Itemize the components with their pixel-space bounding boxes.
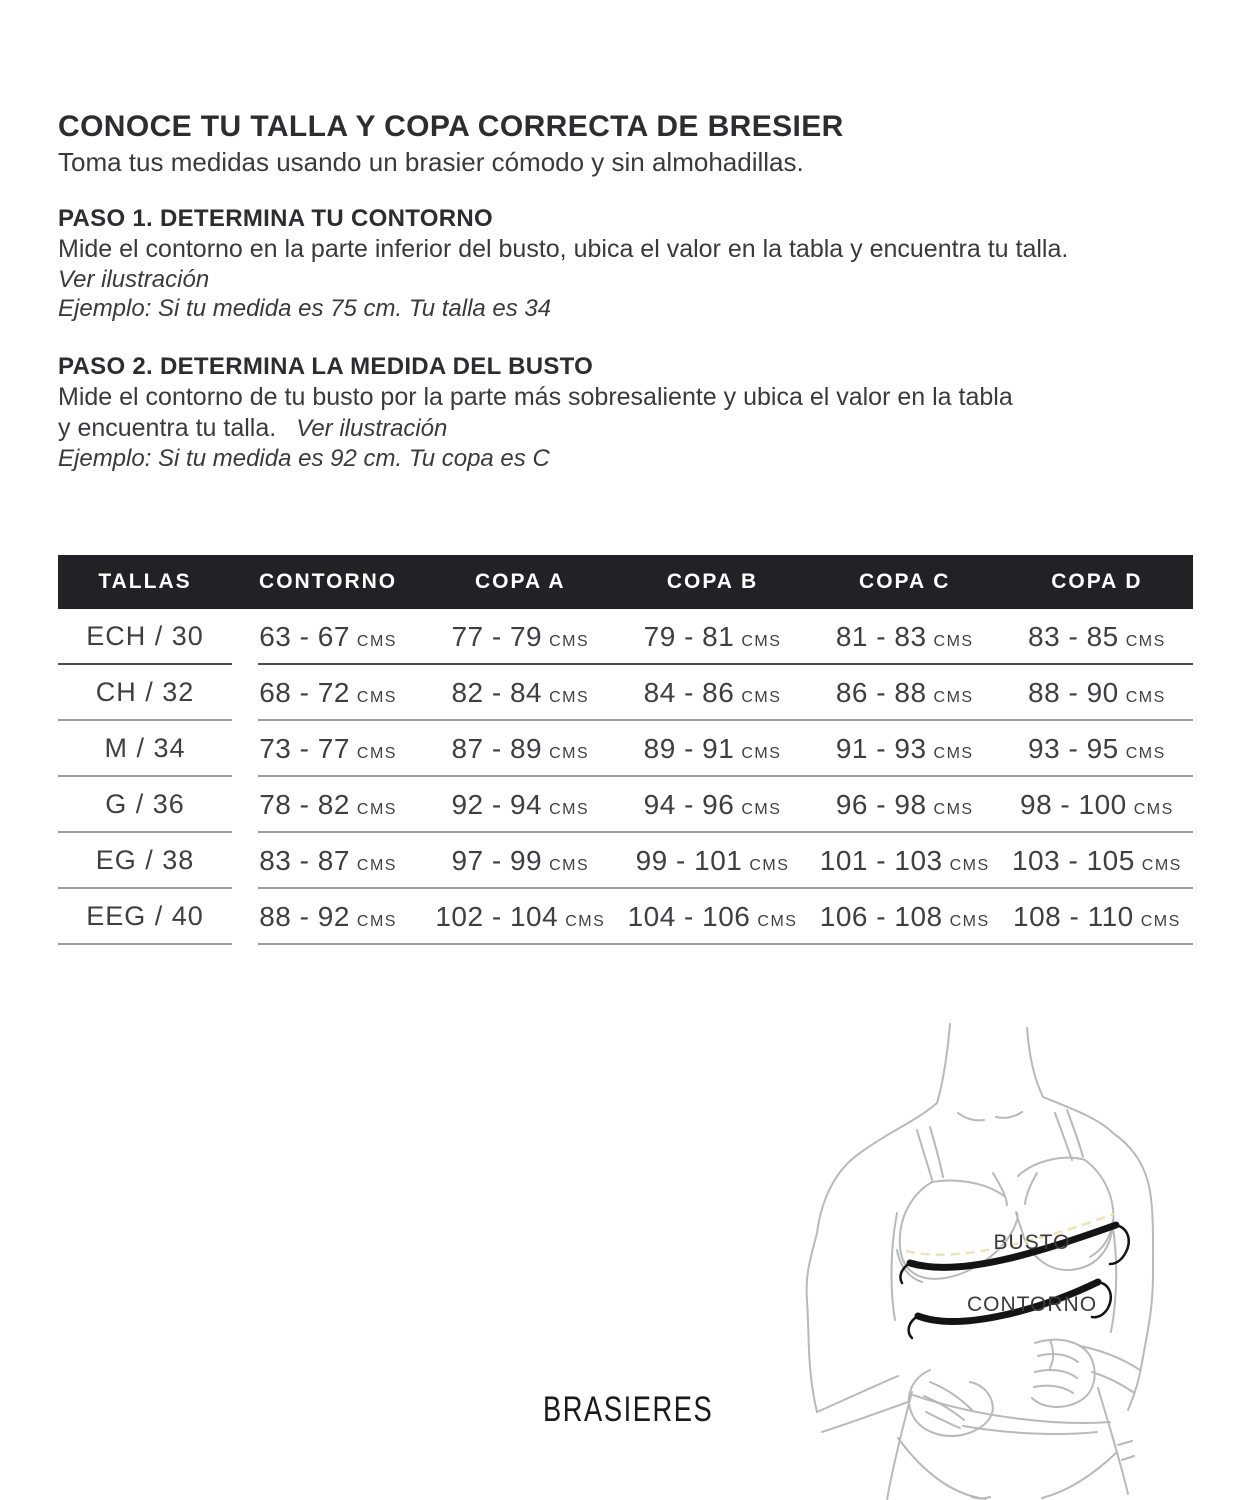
measure-cell: 63 - 67 CMS xyxy=(259,621,397,652)
busto-label: BUSTO xyxy=(994,1231,1071,1254)
measure-cell: 78 - 82 CMS xyxy=(259,789,397,820)
size-label: EG / 38 xyxy=(95,844,195,875)
measure-cell: 94 - 96 CMS xyxy=(643,789,782,820)
measure-cell: 83 - 85 CMS xyxy=(1028,621,1166,652)
table-header-row: TALLAS CONTORNO COPA A COPA B COPA C COP… xyxy=(58,555,1193,609)
table-row: CH / 32 68 - 72 CMS 82 - 84 CMS 84 - 86 CMS… xyxy=(58,665,1193,721)
measure-cell: 68 - 72 CMS xyxy=(259,677,397,708)
step-1-example: Ejemplo: Si tu medida es 75 cm. Tu talla… xyxy=(58,295,552,322)
page-subtitle: Toma tus medidas usando un brasier cómod… xyxy=(58,147,804,177)
measure-cell: 82 - 84 CMS xyxy=(451,677,590,708)
intro-section: CONOCE TU TALLA Y COPA CORRECTA DE BRESI… xyxy=(58,110,844,178)
column-header-copa-c: COPA C xyxy=(859,570,951,593)
contorno-measure-arc xyxy=(907,1278,1112,1340)
body-outline xyxy=(805,1023,1155,1500)
measure-cell: 88 - 90 CMS xyxy=(1028,677,1166,708)
table-row: G / 36 78 - 82 CMS 92 - 94 CMS 94 - 96 CMS … xyxy=(58,777,1193,833)
measure-cell: 86 - 88 CMS xyxy=(835,677,974,708)
column-header-group: CONTORNO COPA A COPA B COPA C COPA D xyxy=(232,570,1193,594)
measure-cell: 84 - 86 CMS xyxy=(643,677,782,708)
step-1-body: Mide el contorno en la parte inferior de… xyxy=(58,235,1069,263)
column-header-contorno: CONTORNO xyxy=(259,570,398,593)
measure-cell: 88 - 92 CMS xyxy=(259,901,397,932)
column-header-tallas: TALLAS xyxy=(98,570,192,593)
measure-cell: 81 - 83 CMS xyxy=(835,621,974,652)
busto-dashed-guide xyxy=(905,1212,1115,1256)
measure-cell: 98 - 100 CMS xyxy=(1020,789,1174,820)
size-label: G / 36 xyxy=(105,788,185,819)
table-row: EEG / 40 88 - 92 CMS 102 - 104 CMS 104 - 1… xyxy=(58,889,1193,945)
measure-cell: 101 - 103 CMS xyxy=(819,845,990,876)
contorno-label: CONTORNO xyxy=(967,1293,1097,1316)
measure-cell: 102 - 104 CMS xyxy=(435,901,606,932)
step-2-body-line2-text: y encuentra tu talla. xyxy=(58,414,277,442)
column-header-copa-b: COPA B xyxy=(666,570,759,593)
measure-cell: 73 - 77 CMS xyxy=(259,733,397,764)
measure-cell: 106 - 108 CMS xyxy=(819,901,990,932)
size-table: TALLAS CONTORNO COPA A COPA B COPA C COP… xyxy=(58,555,1193,945)
measure-cell: 83 - 87 CMS xyxy=(259,845,397,876)
table-row: EG / 38 83 - 87 CMS 97 - 99 CMS 99 - 101 CM… xyxy=(58,833,1193,889)
measure-cell: 89 - 91 CMS xyxy=(643,733,782,764)
measure-cell: 97 - 99 CMS xyxy=(451,845,590,876)
size-label: CH / 32 xyxy=(95,676,195,707)
column-header-copa-d: COPA D xyxy=(1051,570,1143,593)
page-title: CONOCE TU TALLA Y COPA CORRECTA DE BRESI… xyxy=(58,110,844,143)
measure-cell: 96 - 98 CMS xyxy=(835,789,974,820)
step-1-see-illustration-note: Ver ilustración xyxy=(58,266,210,293)
step-2-body-line1: Mide el contorno de tu busto por la part… xyxy=(58,383,1013,411)
column-header-copa-a: COPA A xyxy=(475,570,566,593)
measure-cell: 99 - 101 CMS xyxy=(635,845,790,876)
measure-cell: 93 - 95 CMS xyxy=(1028,733,1166,764)
figure-illustration: BUSTO CONTORNO xyxy=(805,1023,1155,1500)
step-1-heading: PASO 1. DETERMINA TU CONTORNO xyxy=(58,205,493,232)
size-label: ECH / 30 xyxy=(86,620,204,651)
step-2-example: Ejemplo: Si tu medida es 92 cm. Tu copa … xyxy=(58,445,550,472)
measure-cell: 103 - 105 CMS xyxy=(1011,845,1182,876)
step-2-body-line2: y encuentra tu talla. Ver ilustración xyxy=(58,413,1013,444)
measure-cell: 79 - 81 CMS xyxy=(643,621,782,652)
measure-cell: 77 - 79 CMS xyxy=(451,621,590,652)
table-row: ECH / 30 63 - 67 CMS 77 - 79 CMS 79 - 81 CM… xyxy=(58,609,1193,665)
measure-cell: 108 - 110 CMS xyxy=(1013,901,1181,932)
size-label: EEG / 40 xyxy=(86,900,204,931)
measure-cell: 92 - 94 CMS xyxy=(451,789,590,820)
measure-cell: 87 - 89 CMS xyxy=(451,733,590,764)
size-label: M / 34 xyxy=(104,732,186,763)
step-2-section: PASO 2. DETERMINA LA MEDIDA DEL BUSTO Mi… xyxy=(58,352,1013,473)
table-row: M / 34 73 - 77 CMS 87 - 89 CMS 89 - 91 CMS … xyxy=(58,721,1193,777)
busto-measure-arc xyxy=(899,1221,1130,1285)
step-2-heading: PASO 2. DETERMINA LA MEDIDA DEL BUSTO xyxy=(58,353,594,380)
category-footer-label: BRASIERES xyxy=(543,1390,714,1429)
measure-cell: 104 - 106 CMS xyxy=(627,901,798,932)
measurement-figure: BUSTO CONTORNO xyxy=(780,1020,1250,1500)
measure-cell: 91 - 93 CMS xyxy=(835,733,974,764)
step-2-see-illustration-note: Ver ilustración xyxy=(296,415,448,442)
step-1-section: PASO 1. DETERMINA TU CONTORNO Mide el co… xyxy=(58,204,1068,323)
